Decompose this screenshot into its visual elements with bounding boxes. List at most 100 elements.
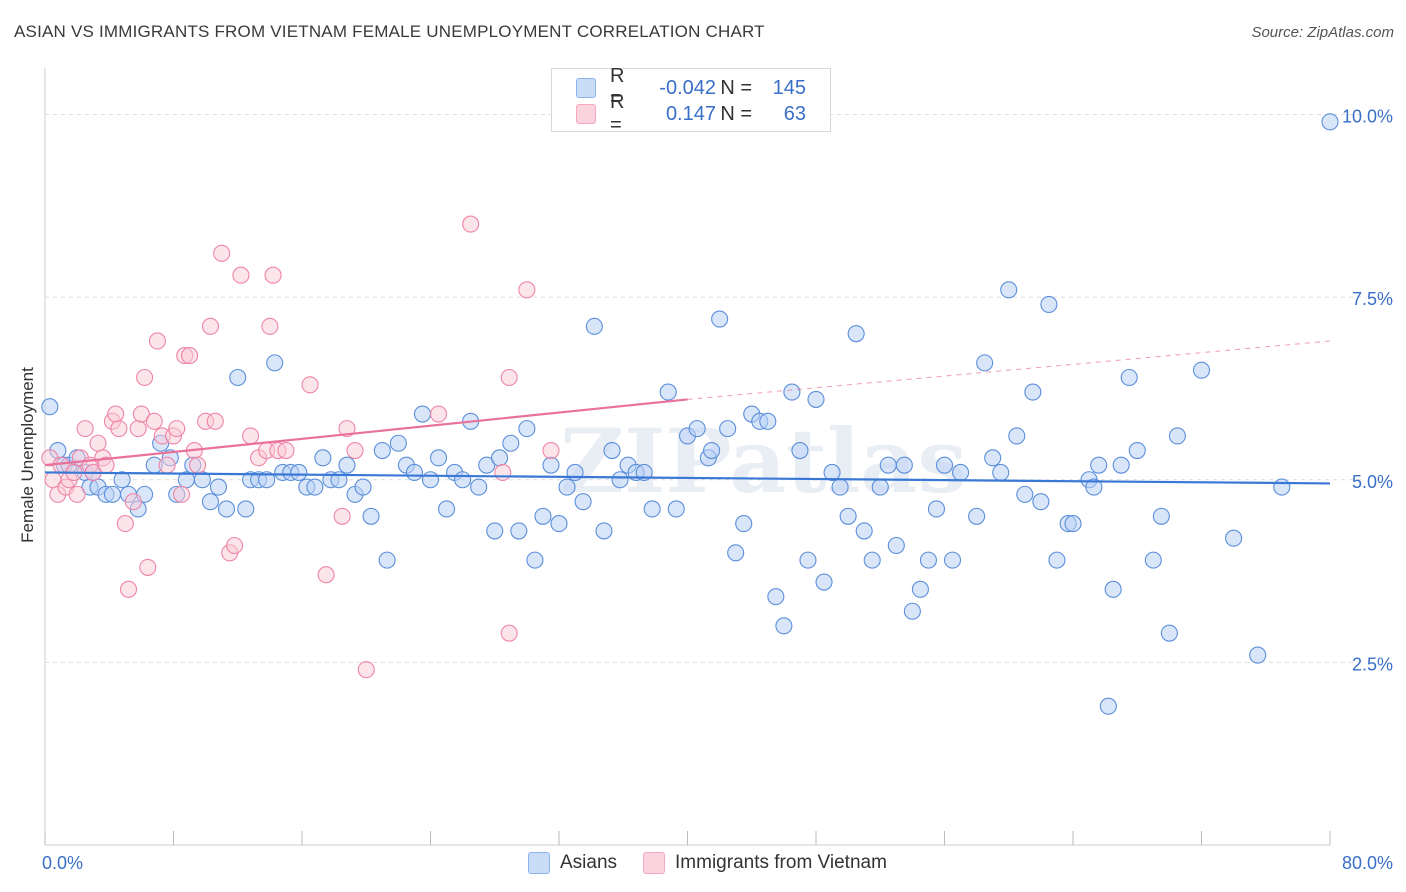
- asian-point: [1128, 441, 1146, 460]
- vietnam-point: [136, 368, 154, 387]
- vietnam-point: [119, 580, 138, 598]
- chart-title: ASIAN VS IMMIGRANTS FROM VIETNAM FEMALE …: [14, 22, 765, 41]
- asian-point: [438, 500, 456, 518]
- vietnam-point: [462, 215, 480, 233]
- vietnam-point: [189, 456, 207, 474]
- asian-point: [603, 441, 621, 460]
- vietnam-point: [338, 420, 356, 438]
- vietnam-point: [158, 456, 176, 474]
- vietnam-point: [213, 244, 231, 262]
- asian-point: [1008, 427, 1026, 445]
- asian-point: [1024, 383, 1042, 401]
- asian-point: [935, 456, 954, 474]
- n-value: 63: [783, 102, 806, 125]
- asian-point: [290, 463, 308, 482]
- legend-item-asians: Asians: [528, 852, 617, 874]
- asian-point: [429, 449, 448, 467]
- vietnam-point: [264, 266, 282, 284]
- asian-point: [1032, 493, 1050, 511]
- correlation-legend: R = -0.042 N = 145 R = 0.147 N = 63: [551, 65, 831, 136]
- vietnam-point: [139, 558, 157, 576]
- vietnam-point: [232, 266, 250, 284]
- asian-point: [306, 478, 324, 496]
- x-tick-label: 80.0%: [1342, 853, 1393, 873]
- vietnam-point: [68, 485, 86, 503]
- vietnam-point: [107, 405, 125, 423]
- vietnam-point: [168, 420, 186, 438]
- vietnam-point: [357, 661, 375, 679]
- asian-point: [711, 310, 729, 328]
- asian-point: [421, 471, 440, 489]
- asian-point: [258, 471, 276, 489]
- asian-point: [486, 522, 504, 540]
- vietnam-point: [500, 624, 518, 642]
- asian-point: [791, 441, 809, 460]
- asian-point: [526, 551, 544, 569]
- asian-point: [1040, 295, 1058, 313]
- asian-point: [1160, 624, 1178, 642]
- n-label: N =: [720, 76, 752, 99]
- asian-point: [510, 522, 528, 540]
- asian-point: [478, 456, 496, 474]
- asian-point: [759, 412, 777, 430]
- asian-point: [491, 449, 509, 467]
- legend-row-vietnam: R = 0.147 N = 63: [576, 91, 806, 136]
- asians-legend-label: Asians: [560, 852, 618, 873]
- vietnam-point: [206, 412, 224, 430]
- asian-point: [855, 522, 873, 540]
- asian-point: [919, 551, 937, 569]
- asian-point: [831, 478, 849, 496]
- asian-point: [229, 368, 247, 387]
- series-legend: Asians Immigrants from Vietnam: [528, 852, 913, 874]
- asian-point: [927, 500, 946, 518]
- y-tick-label: 2.5%: [1352, 654, 1393, 674]
- asian-point: [688, 420, 706, 438]
- asian-point: [863, 551, 881, 569]
- asian-point: [1249, 646, 1267, 664]
- asian-point: [518, 420, 536, 438]
- vietnam-points: [41, 215, 560, 679]
- asian-point: [550, 515, 568, 533]
- vietnam-point: [518, 281, 536, 299]
- asian-point: [1168, 427, 1186, 445]
- vietnam-point: [116, 515, 134, 533]
- asians-points: [41, 113, 1339, 715]
- vietnam-point: [124, 493, 142, 511]
- asian-point: [574, 493, 592, 511]
- asian-point: [595, 522, 613, 540]
- y-axis-label: Female Unemployment: [18, 367, 37, 543]
- vietnam-point: [172, 485, 191, 503]
- asian-point: [847, 325, 865, 343]
- asian-point: [968, 507, 986, 525]
- vietnam-trend-line: [44, 398, 688, 467]
- gridlines: [45, 114, 1365, 663]
- asian-point: [103, 485, 122, 503]
- x-tick-label: 0.0%: [42, 853, 83, 873]
- asian-point: [1225, 529, 1243, 547]
- vietnam-point: [181, 347, 199, 365]
- vietnam-legend-label: Immigrants from Vietnam: [675, 852, 887, 873]
- vietnam-point: [429, 405, 448, 423]
- asian-point: [378, 551, 396, 569]
- vietnam-legend-swatch: [643, 852, 666, 874]
- source-label: Source: ZipAtlas.com: [1251, 24, 1394, 41]
- vietnam-point: [145, 412, 163, 430]
- asian-point: [454, 471, 472, 489]
- asian-point: [727, 544, 745, 562]
- asian-point: [667, 500, 685, 518]
- vietnam-point: [301, 376, 319, 394]
- asian-point: [470, 478, 488, 496]
- asian-point: [413, 405, 432, 423]
- legend-row-asians: R = -0.042 N = 145: [576, 65, 806, 110]
- vietnam-point: [132, 405, 150, 423]
- r-value: -0.042: [659, 76, 716, 99]
- vietnam-point: [225, 536, 244, 555]
- asian-point: [643, 500, 661, 518]
- asian-point: [1192, 361, 1211, 379]
- asian-point: [405, 463, 423, 482]
- asian-point: [209, 478, 228, 496]
- asian-point: [217, 500, 236, 518]
- y-tick-label: 7.5%: [1352, 289, 1393, 309]
- asians-swatch: [576, 78, 596, 98]
